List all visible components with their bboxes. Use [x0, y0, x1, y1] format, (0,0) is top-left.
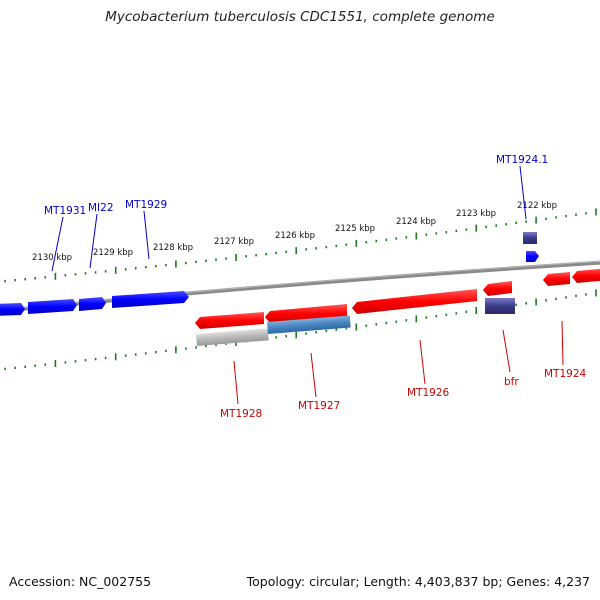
- outer-tick-ring: [4, 208, 597, 283]
- gene-label-mt1927[interactable]: MT1927: [298, 400, 340, 412]
- tick-label: 2125 kbp: [335, 224, 375, 234]
- gene-label-mt1924[interactable]: MT1924: [544, 368, 587, 380]
- gene-label-bfr[interactable]: bfr: [504, 376, 519, 388]
- rna-gene-reverse[interactable]: [485, 298, 515, 314]
- gene-label-mt1929[interactable]: MT1929: [125, 199, 167, 211]
- forward-gene-labels: MT1931 MI22 MT1929 MT1924.1: [44, 154, 548, 272]
- tick-label: 2124 kbp: [396, 217, 436, 227]
- gene-reverse[interactable]: [543, 272, 570, 286]
- genome-summary-text: Topology: circular; Length: 4,403,837 bp…: [246, 574, 590, 589]
- tick-label: 2126 kbp: [275, 231, 315, 241]
- tick-label: 2122 kbp: [517, 201, 557, 211]
- gene-forward[interactable]: [28, 299, 77, 314]
- tick-label: 2128 kbp: [153, 243, 193, 253]
- accession-text: Accession: NC_002755: [9, 574, 152, 589]
- gene-reverse[interactable]: [195, 312, 264, 329]
- gene-reverse[interactable]: [352, 289, 477, 314]
- gene-reverse-small[interactable]: [483, 281, 512, 296]
- gene-forward[interactable]: [112, 291, 189, 308]
- map-title: Mycobacterium tuberculosis CDC1551, comp…: [105, 9, 495, 25]
- reverse-gene-labels: MT1928 MT1927 MT1926 bfr MT1924: [220, 320, 587, 420]
- gene-reverse-highlight[interactable]: [267, 315, 351, 334]
- inner-tick-ring: [4, 289, 597, 371]
- tick-label: 2127 kbp: [214, 237, 254, 247]
- gene-forward-small[interactable]: [526, 251, 539, 262]
- gene-forward[interactable]: [0, 303, 25, 316]
- gene-label-mt1926[interactable]: MT1926: [407, 387, 450, 399]
- forward-strand-genes: [0, 232, 539, 316]
- gene-label-mt1924-1[interactable]: MT1924.1: [496, 154, 548, 166]
- tick-label: 2130 kbp: [32, 253, 72, 263]
- gene-reverse[interactable]: [265, 304, 347, 323]
- rna-gene-forward[interactable]: [523, 232, 537, 244]
- gene-label-mt1931[interactable]: MT1931: [44, 205, 86, 217]
- scale-labels: 2130 kbp 2129 kbp 2128 kbp 2127 kbp 2126…: [32, 201, 557, 263]
- gene-reverse[interactable]: [572, 268, 600, 283]
- gene-reverse-grey[interactable]: [196, 328, 269, 346]
- gene-label-mi22[interactable]: MI22: [88, 202, 114, 214]
- tick-label: 2123 kbp: [456, 209, 496, 219]
- tick-label: 2129 kbp: [93, 248, 133, 258]
- reverse-strand-genes: [195, 268, 600, 346]
- gene-forward[interactable]: [79, 297, 106, 311]
- gene-label-mt1928[interactable]: MT1928: [220, 408, 262, 420]
